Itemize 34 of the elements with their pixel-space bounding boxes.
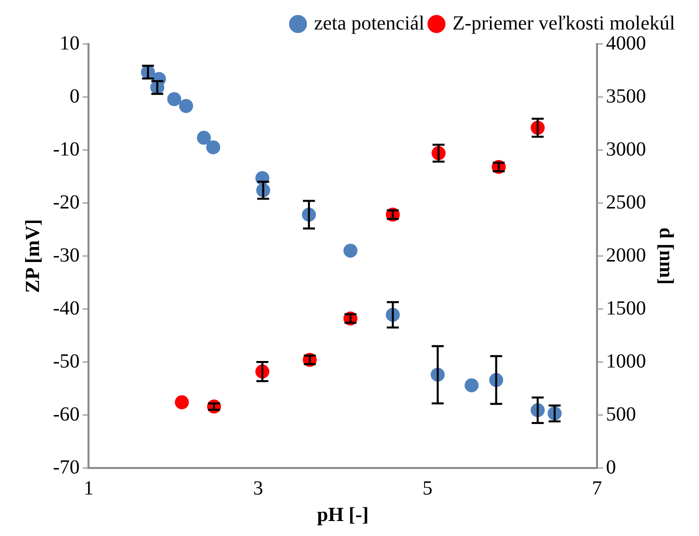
y2-tick-label: 3000	[606, 138, 646, 160]
x-tick-label: 7	[592, 477, 602, 500]
y-tick-label: -40	[52, 297, 80, 320]
point	[196, 130, 211, 145]
y-tick-label: 0	[70, 85, 80, 108]
legend-label: zeta potenciál	[314, 12, 425, 34]
y2-tick-label: 1500	[606, 297, 646, 320]
x-tick-label: 1	[84, 477, 94, 500]
y-tick-label: -50	[52, 350, 80, 372]
y2-tick-label: 2500	[606, 191, 646, 214]
y-tick-label: -30	[52, 244, 80, 266]
y2-tick-label: 2000	[606, 244, 646, 266]
y2-axis-title: d [nm]	[654, 227, 677, 285]
y-axis-title: ZP [mV]	[22, 219, 44, 293]
y2-tick-label: 3500	[606, 85, 646, 108]
point	[174, 395, 189, 410]
point	[206, 140, 220, 154]
y2-tick-label: 1000	[606, 350, 646, 372]
y-tick-label: -60	[52, 403, 80, 426]
y2-tick-label: 4000	[606, 32, 646, 54]
y-tick-label: -20	[52, 191, 80, 214]
x-tick-label: 3	[253, 477, 264, 500]
y2-tick-label: 500	[606, 403, 636, 426]
x-tick-label: 5	[422, 477, 433, 500]
point	[464, 378, 479, 392]
point	[167, 92, 182, 106]
legend-label: Z-priemer veľkosti molekúl	[452, 12, 676, 34]
y-tick-label: -10	[52, 138, 80, 160]
y-tick-label: 10	[60, 32, 80, 54]
point	[343, 244, 358, 258]
y-tick-label: -70	[52, 456, 80, 478]
x-axis-title: pH [-]	[316, 504, 369, 526]
y2-tick-label: 0	[606, 456, 616, 478]
point	[179, 99, 194, 114]
